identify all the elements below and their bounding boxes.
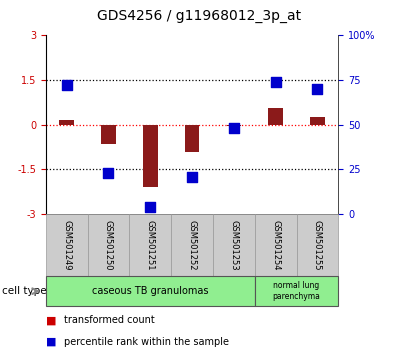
Bar <box>59 120 74 125</box>
Point <box>231 125 237 131</box>
Bar <box>310 117 325 125</box>
Text: caseous TB granulomas: caseous TB granulomas <box>92 286 209 296</box>
Text: GSM501255: GSM501255 <box>313 220 322 270</box>
Text: ■: ■ <box>46 315 56 325</box>
Text: normal lung
parenchyma: normal lung parenchyma <box>273 281 320 301</box>
Text: GSM501249: GSM501249 <box>62 220 71 270</box>
Text: transformed count: transformed count <box>64 315 154 325</box>
Text: GSM501253: GSM501253 <box>229 220 238 270</box>
Point <box>272 80 279 85</box>
Text: GSM501250: GSM501250 <box>104 220 113 270</box>
Bar <box>101 125 116 144</box>
Text: GSM501251: GSM501251 <box>146 220 155 270</box>
Text: ■: ■ <box>46 337 56 347</box>
Point <box>64 82 70 87</box>
Point <box>105 171 111 176</box>
Bar <box>226 125 241 126</box>
Text: cell type: cell type <box>2 286 47 296</box>
Bar <box>268 108 283 125</box>
Text: GSM501254: GSM501254 <box>271 220 280 270</box>
Text: GDS4256 / g11968012_3p_at: GDS4256 / g11968012_3p_at <box>97 9 301 23</box>
Text: GSM501252: GSM501252 <box>187 220 197 270</box>
Point <box>189 174 195 180</box>
Point <box>147 204 154 210</box>
Point <box>314 86 321 92</box>
Bar <box>185 125 199 152</box>
Text: percentile rank within the sample: percentile rank within the sample <box>64 337 229 347</box>
Bar <box>143 125 158 187</box>
